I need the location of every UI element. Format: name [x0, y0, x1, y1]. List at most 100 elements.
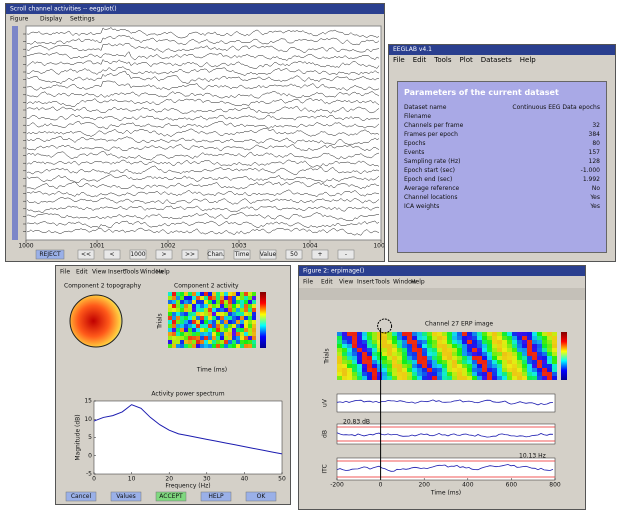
erp-image-cell — [462, 352, 467, 356]
scrollbar[interactable] — [12, 26, 18, 240]
erp-image-cell — [432, 364, 437, 368]
erp-image-cell — [442, 336, 447, 340]
erp-image-cell — [462, 336, 467, 340]
erp-image-cell — [467, 360, 472, 364]
erp-image-cell — [502, 356, 507, 360]
menu-item[interactable]: Tools — [374, 279, 390, 286]
erp-image-cell — [492, 364, 497, 368]
erp-image-cell — [487, 360, 492, 364]
heatmap-cell — [236, 328, 240, 332]
heatmap-cell — [208, 324, 212, 328]
heatmap-cell — [172, 292, 176, 296]
menu-item[interactable]: Help — [156, 269, 170, 276]
menu-item[interactable]: Edit — [76, 269, 88, 276]
erp-image-cell — [372, 336, 377, 340]
erp-image-cell — [542, 376, 547, 380]
erp-image-cell — [472, 372, 477, 376]
erp-image-cell — [377, 340, 382, 344]
menu-item[interactable]: Help — [520, 56, 536, 64]
erp-image-cell — [532, 360, 537, 364]
menu-item[interactable]: File — [393, 56, 405, 64]
erp-image-cell — [447, 364, 452, 368]
heatmap-cell — [208, 304, 212, 308]
erp-image-cell — [362, 344, 367, 348]
heatmap-cell — [228, 300, 232, 304]
erp-image-cell — [407, 360, 412, 364]
heatmap-cell — [168, 336, 172, 340]
erp-image-cell — [377, 348, 382, 352]
menu-item[interactable]: Plot — [460, 56, 473, 64]
heatmap-cell — [236, 312, 240, 316]
menu-item[interactable]: Insert — [357, 279, 375, 286]
erp-image-cell — [472, 356, 477, 360]
heatmap-cell — [244, 332, 248, 336]
heatmap-cell — [180, 292, 184, 296]
menu-item[interactable]: Tools — [434, 56, 451, 64]
erp-image-cell — [382, 344, 387, 348]
erp-image-cell — [472, 368, 477, 372]
erp-image-cell — [342, 348, 347, 352]
menu-item[interactable]: Tools — [123, 269, 139, 276]
erp-image-cell — [342, 376, 347, 380]
erp-image-cell — [442, 332, 447, 336]
erp-image-cell — [487, 368, 492, 372]
menu-item[interactable]: View — [92, 269, 106, 276]
menu-item[interactable]: Figure — [10, 16, 29, 23]
heatmap-cell — [200, 292, 204, 296]
heatmap-cell — [248, 292, 252, 296]
menu-item[interactable]: Settings — [70, 16, 95, 23]
heatmap-cell — [248, 304, 252, 308]
heatmap-cell — [240, 300, 244, 304]
heatmap-cell — [224, 340, 228, 344]
menu-item[interactable]: Help — [411, 279, 425, 286]
heatmap-cell — [168, 300, 172, 304]
erp-image-cell — [552, 356, 557, 360]
erp-image-cell — [442, 360, 447, 364]
heatmap-cell — [224, 336, 228, 340]
heatmap-cell — [248, 340, 252, 344]
menu-item[interactable]: Datasets — [481, 56, 512, 64]
field-value: 80 — [592, 139, 600, 148]
erp-image-cell — [472, 364, 477, 368]
erp-image-cell — [357, 336, 362, 340]
erp-image-cell — [547, 336, 552, 340]
menu-item[interactable]: Edit — [413, 56, 427, 64]
heatmap-cell — [240, 312, 244, 316]
menu-item[interactable]: View — [339, 279, 353, 286]
heatmap-cell — [232, 320, 236, 324]
heatmap-cell — [200, 300, 204, 304]
table-row: Epochs80 — [404, 139, 600, 148]
heatmap-cell — [208, 308, 212, 312]
erp-image-cell — [377, 356, 382, 360]
heatmap-cell — [216, 336, 220, 340]
erp-image-cell — [437, 352, 442, 356]
menu-item[interactable]: Edit — [321, 279, 333, 286]
erp-image-cell — [552, 376, 557, 380]
erp-image-cell — [487, 332, 492, 336]
heatmap-cell — [192, 292, 196, 296]
erp-image-cell — [407, 332, 412, 336]
erp-image-cell — [427, 368, 432, 372]
heatmap-cell — [240, 308, 244, 312]
heatmap-cell — [204, 328, 208, 332]
erp-image-cell — [497, 368, 502, 372]
heatmap-cell — [168, 312, 172, 316]
erp-image-cell — [432, 340, 437, 344]
erp-image-cell — [402, 368, 407, 372]
erp-image-cell — [407, 364, 412, 368]
erp-image-cell — [527, 356, 532, 360]
erp-image-cell — [487, 348, 492, 352]
erp-image-cell — [477, 356, 482, 360]
heatmap-cell — [168, 320, 172, 324]
menu-item[interactable]: File — [303, 279, 313, 286]
erp-image-cell — [402, 348, 407, 352]
erp-image-cell — [372, 376, 377, 380]
erp-image-cell — [397, 332, 402, 336]
erp-image-cell — [542, 348, 547, 352]
erp-image-cell — [457, 364, 462, 368]
heatmap-cell — [228, 316, 232, 320]
menu-item[interactable]: File — [60, 269, 70, 276]
menu-item[interactable]: Display — [40, 16, 63, 23]
erp-image-cell — [497, 348, 502, 352]
heatmap-cell — [192, 316, 196, 320]
